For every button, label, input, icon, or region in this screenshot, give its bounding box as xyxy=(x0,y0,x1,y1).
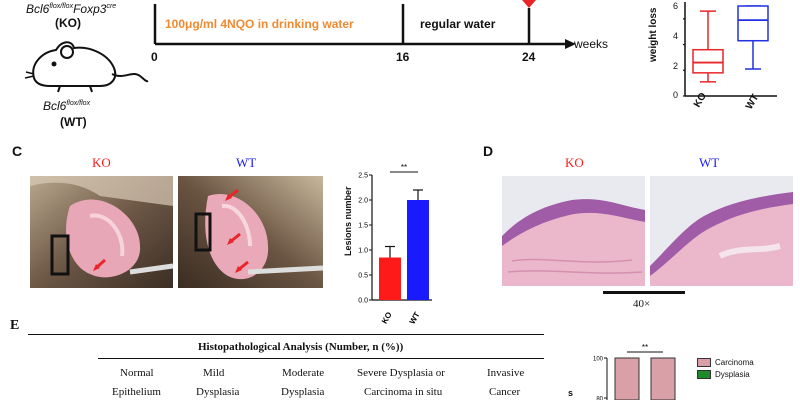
timeline-tick-0: 0 xyxy=(151,50,158,64)
ko-tag: (KO) xyxy=(55,16,81,30)
box-wt xyxy=(737,5,769,42)
stack-ytick-label: 80 xyxy=(596,397,603,400)
legend-label-carcinoma: Carcinoma xyxy=(715,357,754,367)
magnification-label: 40× xyxy=(633,298,651,310)
stack-significance: ** xyxy=(642,343,648,352)
lesion-ytick-label: 0.0 xyxy=(358,298,368,305)
stacked-ylabel-fragment: s xyxy=(568,388,574,398)
histo-wt-label: WT xyxy=(699,155,720,170)
timeline-tick-24: 24 xyxy=(522,50,536,64)
table-col-moderate-2: Dysplasia xyxy=(281,386,325,398)
box-ko xyxy=(692,48,724,74)
regular-water-label: regular water xyxy=(420,17,496,31)
table-title: Histopathological Analysis (Number, n (%… xyxy=(198,341,404,353)
lesion-ytick-label: 2.0 xyxy=(358,198,368,205)
stack-bar-carcinoma xyxy=(650,357,676,400)
lesion-ytick-label: 2.5 xyxy=(358,173,368,180)
lesion-ytick-label: 1.5 xyxy=(358,223,368,230)
timeline xyxy=(153,0,576,49)
lesion-xlabel-wt: WT xyxy=(408,310,422,325)
legend-item-dysplasia: Dysplasia xyxy=(697,368,754,380)
table-title-rule xyxy=(98,358,544,359)
box-ylabel: weight loss xyxy=(648,7,659,62)
box-ytick-0: 0 xyxy=(673,90,679,100)
lesion-bar-ko xyxy=(379,257,401,300)
lesion-bar-chart: 0.0 0.5 1.0 1.5 2.0 2.5 KO WT ** xyxy=(358,163,432,326)
photo-ko-label: KO xyxy=(92,155,111,170)
stacked-bar-chart: 100 80 ** xyxy=(593,343,676,400)
genotype-ko-label: Bcl6flox/floxFoxp3cre xyxy=(26,2,117,16)
legend-swatch-carcinoma xyxy=(697,357,711,367)
panel-c-letter: C xyxy=(12,143,23,159)
table-col-severe-2: Carcinoma in situ xyxy=(364,386,443,398)
legend-label-dysplasia: Dysplasia xyxy=(715,369,750,379)
box-ytick-4: 4 xyxy=(673,31,679,41)
scale-bar xyxy=(603,291,685,294)
legend: Carcinoma Dysplasia xyxy=(697,356,754,380)
timeline-tick-16: 16 xyxy=(396,50,410,64)
lesion-xlabel-ko: KO xyxy=(380,311,394,326)
histo-wt-image xyxy=(650,176,793,286)
photo-wt-label: WT xyxy=(236,155,257,170)
wt-tag: (WT) xyxy=(60,115,87,129)
panel-e-letter: E xyxy=(10,318,20,333)
endpoint-arrow-icon xyxy=(522,0,536,8)
table-col-invasive-2: Cancer xyxy=(489,386,521,398)
photo-wt-image xyxy=(178,176,323,288)
table-col-normal-2: Epithelium xyxy=(112,386,161,398)
lesion-bar-wt xyxy=(407,200,429,300)
stack-bar-carcinoma xyxy=(614,357,640,400)
mouse-icon xyxy=(24,41,149,93)
box-ytick-2: 2 xyxy=(673,61,679,71)
treatment-label: 100μg/ml 4NQO in drinking water xyxy=(165,17,354,31)
box-plot xyxy=(683,2,777,97)
lesion-significance: ** xyxy=(401,163,407,172)
table-col-normal-1: Normal xyxy=(120,367,154,379)
lesion-ytick-label: 0.5 xyxy=(358,273,368,280)
genotype-wt-label: Bcl6flox/flox xyxy=(43,99,91,113)
table-col-severe-1: Severe Dysplasia or xyxy=(357,367,445,379)
table-top-rule xyxy=(28,334,544,335)
histo-ko-label: KO xyxy=(565,155,584,170)
lesion-ytick-label: 1.0 xyxy=(358,248,368,255)
box-ytick-6: 6 xyxy=(673,1,679,11)
table-col-moderate-1: Moderate xyxy=(282,367,325,379)
stack-ytick-label: 100 xyxy=(593,357,604,363)
legend-swatch-dysplasia xyxy=(697,369,711,379)
timeline-unit: weeks xyxy=(574,37,609,51)
panel-d-letter: D xyxy=(483,143,494,159)
table-col-mild-2: Dysplasia xyxy=(196,386,240,398)
histo-ko-image xyxy=(502,176,645,286)
photo-ko-image xyxy=(30,176,173,288)
table-col-invasive-1: Invasive xyxy=(487,367,525,379)
table-col-mild-1: Mild xyxy=(203,367,225,379)
legend-item-carcinoma: Carcinoma xyxy=(697,356,754,368)
